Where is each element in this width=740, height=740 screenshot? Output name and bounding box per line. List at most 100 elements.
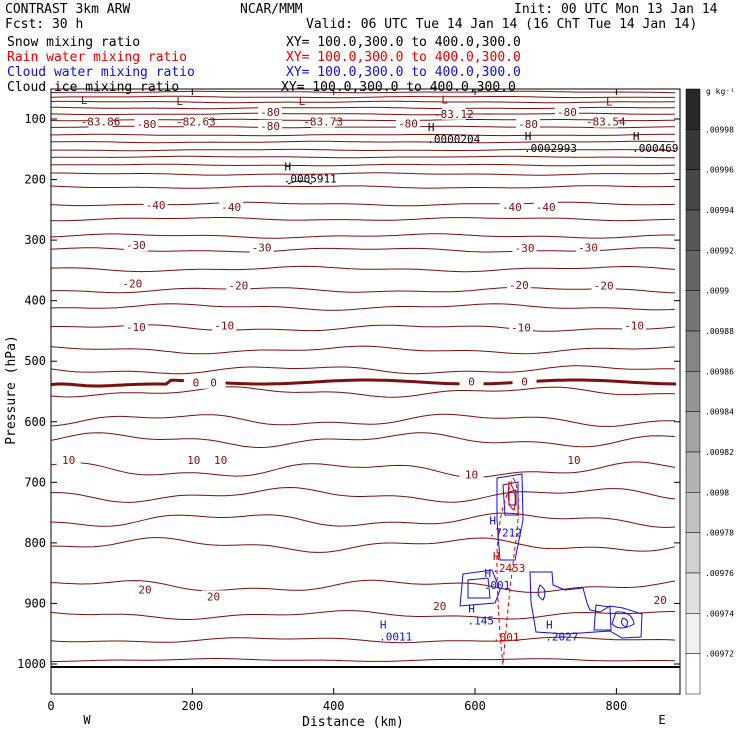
colorbar-label: .00978	[705, 529, 734, 538]
colorbar-swatch	[685, 129, 701, 170]
label-mask	[219, 201, 244, 214]
cloud-water-contour	[621, 617, 628, 628]
temperature-label: 10	[567, 454, 580, 467]
colorbar-swatch	[685, 572, 701, 614]
extremum-marker: L	[176, 95, 183, 108]
label-mask	[56, 454, 81, 467]
label-mask	[459, 468, 484, 481]
cloud-water-contour	[593, 604, 612, 631]
colorbar-swatch	[685, 613, 701, 654]
extremum-marker: H	[468, 603, 475, 616]
colorbar-swatch	[685, 88, 701, 130]
colorbar: g kg⁻¹ .00998 .00996 .00994 .00992 .0099 .009…	[685, 87, 735, 695]
temperature-label: 10	[214, 454, 227, 467]
extremum-marker: H	[428, 121, 435, 134]
cloud-water-contours	[459, 473, 643, 639]
isotherm	[50, 610, 675, 620]
temperature-label: -83.86	[81, 116, 121, 129]
temperature-label: 20	[138, 584, 151, 597]
temperature-label: -83.73	[303, 116, 343, 129]
colorbar-label: .00976	[705, 569, 734, 578]
temperature-label: 0	[521, 375, 528, 388]
isotherm	[51, 658, 676, 662]
colorbar-label: .00998	[705, 125, 734, 134]
label-mask	[201, 590, 226, 603]
label-mask	[249, 241, 274, 254]
colorbar-swatch	[685, 169, 701, 211]
isotherm	[50, 636, 676, 644]
colorbar-swatch	[685, 653, 701, 695]
isotherm	[51, 486, 676, 503]
extremum-marker: H	[284, 160, 291, 173]
temperature-contours	[50, 90, 677, 662]
y-tick-label: 800	[24, 536, 46, 550]
colorbar-swatch	[685, 532, 701, 574]
plot-frame	[50, 88, 681, 695]
rain-contour	[496, 476, 519, 666]
cloud-water-contour	[611, 611, 635, 629]
label-mask	[512, 242, 537, 255]
colorbar-label: .00988	[705, 327, 734, 336]
y-tick-label: 200	[24, 173, 46, 187]
label-mask	[123, 320, 148, 333]
temperature-label: 20	[207, 590, 220, 603]
field-label-rain: Rain water mixing ratio	[7, 50, 188, 65]
y-tick-label: 400	[24, 294, 46, 308]
label-mask	[441, 107, 466, 120]
label-mask	[208, 454, 233, 467]
isotherm	[50, 247, 676, 253]
temperature-label: -80	[260, 106, 280, 119]
label-mask	[576, 241, 601, 254]
isotherm	[50, 432, 676, 449]
label-mask	[506, 279, 531, 292]
isotherm	[50, 324, 676, 332]
y-tick-label: 900	[24, 596, 46, 610]
extrema-labels: L L L L LH.0000204 H.0002993H.000469H.0005911…	[81, 93, 679, 644]
label-mask	[311, 115, 336, 128]
isotherm	[50, 265, 676, 273]
isotherm	[50, 365, 676, 375]
extremum-marker: L	[441, 93, 448, 106]
isotherm	[50, 112, 676, 116]
temperature-label: 0	[193, 377, 200, 390]
isotherm	[50, 90, 676, 94]
temperature-label: -10	[214, 320, 234, 333]
extremum-value: .2027	[545, 630, 578, 643]
colorbar-label: .00972	[705, 650, 734, 659]
field-label-cloud-ice: Cloud ice mixing ratio	[7, 80, 180, 95]
label-mask	[212, 319, 237, 332]
label-mask	[143, 199, 168, 212]
label-mask	[459, 375, 484, 388]
field-range-snow: XY= 100.0,300.0 to 400.0,300.0	[286, 35, 521, 50]
label-mask	[512, 375, 537, 388]
y-tick-label: 500	[24, 354, 46, 368]
isotherm	[50, 163, 676, 167]
colorbar-swatch	[685, 371, 701, 412]
temperature-label: -20	[509, 279, 529, 292]
y-tick-label: 600	[24, 415, 46, 429]
extremum-value: .0005911	[284, 172, 337, 185]
colorbar-swatch	[685, 209, 701, 251]
colorbar-label: .0098	[705, 488, 729, 497]
label-mask	[554, 105, 579, 118]
label-mask	[226, 279, 251, 292]
colorbar-label: .00992	[705, 246, 734, 255]
label-mask	[508, 321, 533, 334]
temperature-label: -20	[594, 280, 614, 293]
field-label-cloud-water: Cloud water mixing ratio	[7, 65, 195, 80]
colorbar-unit: g kg⁻¹	[706, 87, 735, 96]
colorbar-label: .00984	[705, 408, 734, 417]
extremum-marker: H	[484, 567, 491, 580]
temperature-label: -80	[260, 120, 280, 133]
extremum-value: .001	[484, 579, 511, 592]
colorbar-swatch	[685, 290, 701, 332]
y-axis-label: Pressure (hPa)	[4, 335, 19, 445]
extremum-value: .001	[493, 631, 520, 644]
label-mask	[258, 105, 283, 118]
isotherm	[50, 461, 676, 478]
extremum-marker: H	[546, 618, 553, 631]
west-label: W	[83, 713, 91, 727]
rain-contour-core	[507, 480, 516, 511]
label-mask	[593, 115, 618, 128]
